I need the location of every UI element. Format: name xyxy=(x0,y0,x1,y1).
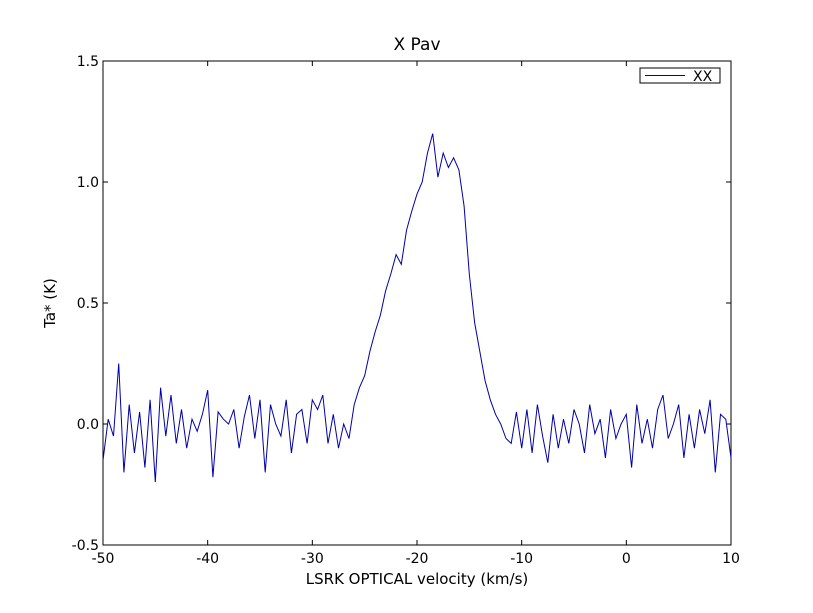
y-tick-label: 1.5 xyxy=(77,54,99,70)
x-tick-label: -50 xyxy=(92,551,115,567)
x-tick-label: 0 xyxy=(622,551,631,567)
y-tick-label: 0.0 xyxy=(77,417,99,433)
y-tick-label: 1.0 xyxy=(77,175,99,191)
legend-label-xx: XX xyxy=(693,69,713,85)
y-tick-label: 0.5 xyxy=(77,296,99,312)
legend: XX xyxy=(639,67,721,85)
series-line-xx xyxy=(102,133,732,483)
x-tick-label: -30 xyxy=(301,551,324,567)
x-axis: -50 -40 -30 -20 -10 0 10 xyxy=(92,61,740,567)
y-axis: -0.5 0.0 0.5 1.0 1.5 xyxy=(72,54,731,554)
plot-area xyxy=(102,60,732,546)
x-tick-label: -40 xyxy=(196,551,219,567)
x-tick-label: 10 xyxy=(722,551,740,567)
x-axis-label: LSRK OPTICAL velocity (km/s) xyxy=(306,570,528,588)
x-tick-label: -10 xyxy=(510,551,533,567)
x-tick-label: -20 xyxy=(406,551,429,567)
y-axis-label: Ta* (K) xyxy=(41,278,59,329)
y-tick-label: -0.5 xyxy=(72,538,99,554)
chart-title: X Pav xyxy=(393,35,440,55)
